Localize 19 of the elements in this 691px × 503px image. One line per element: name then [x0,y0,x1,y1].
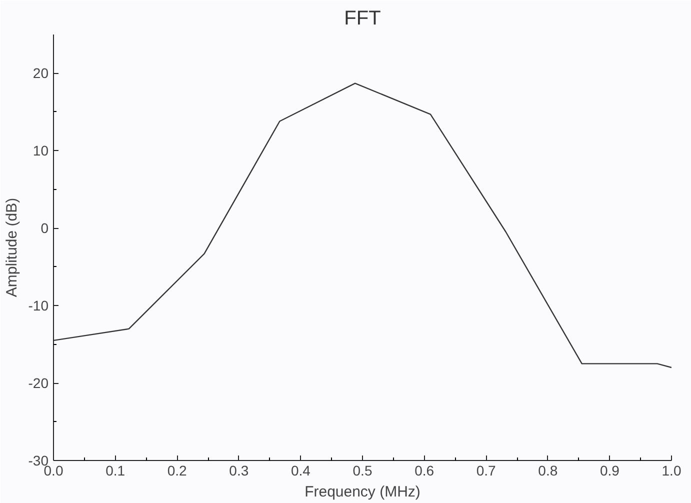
x-tick-label: 0.3 [229,462,249,478]
y-axis-title: Amplitude (dB) [3,198,20,298]
y-tick-label: -10 [28,298,49,314]
x-tick-label: 0.6 [414,462,434,478]
x-tick-label: 0.7 [476,462,496,478]
x-tick-label: 0.5 [352,462,372,478]
x-tick-label: 0.1 [106,462,126,478]
x-tick-label: 0.8 [538,462,558,478]
chart-title: FFT [344,8,381,30]
x-tick-label: 0.4 [290,462,311,478]
x-tick-label: 0.2 [167,462,188,478]
x-tick-label: 1.0 [662,462,682,478]
x-axis-title: Frequency (MHz) [304,484,420,500]
x-tick-label: 0.9 [600,462,620,478]
y-tick-label: 0 [40,220,49,236]
y-tick-label: 20 [32,65,49,82]
line-series [54,82,672,368]
y-tick-label: 10 [32,142,49,159]
y-tick-label: -20 [28,375,49,392]
